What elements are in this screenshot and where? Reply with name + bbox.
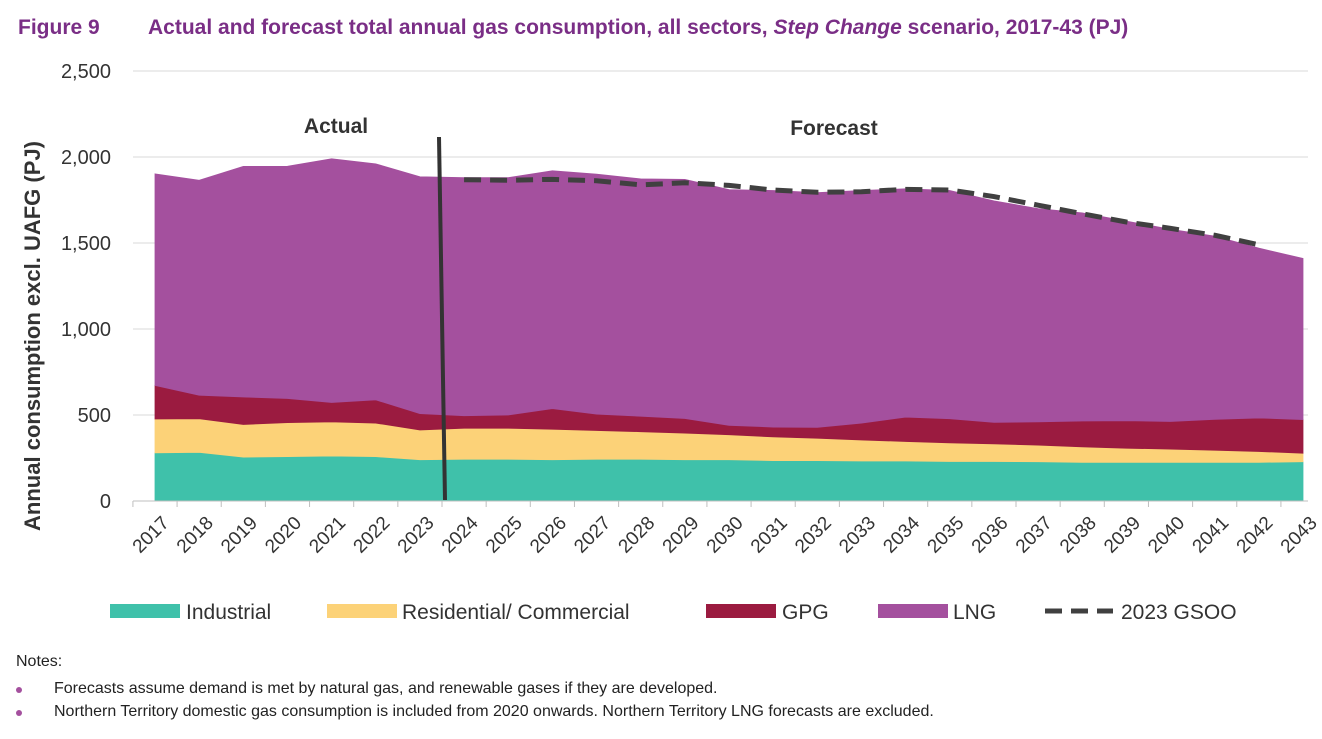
x-tick-label: 2025 xyxy=(482,513,527,558)
y-tick-label: 1,000 xyxy=(61,319,111,341)
area-lng xyxy=(154,158,1304,428)
legend-swatch xyxy=(110,604,180,618)
figure-header: Figure 9 Actual and forecast total annual… xyxy=(18,16,1128,40)
x-tick-label: 2023 xyxy=(394,513,439,558)
legend-label: Industrial xyxy=(186,601,271,624)
x-tick-label: 2017 xyxy=(129,513,174,558)
x-tick-label: 2040 xyxy=(1144,513,1189,558)
y-tick-label: 0 xyxy=(100,491,111,513)
x-tick-label: 2041 xyxy=(1189,513,1234,558)
actual-label: Actual xyxy=(304,115,368,138)
legend-swatch xyxy=(878,604,948,618)
note-item: Forecasts assume demand is met by natura… xyxy=(16,679,934,699)
x-tick-label: 2039 xyxy=(1100,513,1145,558)
x-tick-label: 2042 xyxy=(1233,513,1278,558)
y-tick-label: 2,000 xyxy=(61,147,111,169)
x-tick-label: 2036 xyxy=(968,513,1013,558)
x-tick-label: 2024 xyxy=(438,512,483,557)
x-tick-label: 2020 xyxy=(261,513,306,558)
x-tick-label: 2028 xyxy=(615,513,660,558)
actual-forecast-divider xyxy=(437,136,447,501)
figure-title-part1: Actual and forecast total annual gas con… xyxy=(148,16,774,39)
figure-title-part2: scenario, 2017-43 (PJ) xyxy=(901,16,1129,39)
notes-section: Notes: Forecasts assume demand is met by… xyxy=(16,653,934,725)
x-tick-label: 2035 xyxy=(924,513,969,558)
y-tick-label: 2,500 xyxy=(61,61,111,83)
notes-title: Notes: xyxy=(16,653,63,670)
legend-label: Residential/ Commercial xyxy=(402,601,630,624)
x-tick-label: 2029 xyxy=(659,513,704,558)
x-tick-label: 2034 xyxy=(879,512,924,557)
x-tick-label: 2018 xyxy=(173,513,218,558)
figure-title: Actual and forecast total annual gas con… xyxy=(148,16,1128,39)
x-tick-label: 2027 xyxy=(570,513,615,558)
x-tick-label: 2031 xyxy=(747,513,792,558)
gsoo-dashed-line xyxy=(464,176,1260,248)
x-tick-label: 2026 xyxy=(526,513,571,558)
legend-label: LNG xyxy=(953,601,996,624)
figure-title-italic: Step Change xyxy=(773,16,902,39)
legend-swatch xyxy=(327,604,397,618)
x-tick-label: 2032 xyxy=(791,513,836,558)
bullet-icon xyxy=(16,710,22,716)
notes-list: Forecasts assume demand is met by natura… xyxy=(16,679,934,722)
note-item: Northern Territory domestic gas consumpt… xyxy=(16,702,934,722)
x-tick-label: 2043 xyxy=(1277,513,1322,558)
x-tick-label: 2021 xyxy=(305,513,350,558)
figure-number: Figure 9 xyxy=(18,16,100,39)
note-text: Northern Territory domestic gas consumpt… xyxy=(54,703,934,720)
bullet-icon xyxy=(16,687,22,693)
forecast-label: Forecast xyxy=(790,117,878,140)
x-tick-label: 2038 xyxy=(1056,513,1101,558)
note-text: Forecasts assume demand is met by natura… xyxy=(54,680,718,697)
x-tick-label: 2037 xyxy=(1012,513,1057,558)
y-axis-label: Annual consumption excl. UAFG (PJ) xyxy=(20,141,45,531)
legend-label: 2023 GSOO xyxy=(1121,601,1237,624)
x-tick-label: 2019 xyxy=(217,513,262,558)
x-tick-label: 2033 xyxy=(835,513,880,558)
y-tick-label: 500 xyxy=(78,405,111,427)
legend-swatch xyxy=(706,604,776,618)
legend-label: GPG xyxy=(782,601,829,624)
x-tick-label: 2022 xyxy=(350,513,395,558)
x-tick-label: 2030 xyxy=(703,513,748,558)
gas-consumption-chart: 0 500 1,000 1,500 2,000 2,500 2017 2018 2019 2020… xyxy=(20,61,1322,624)
y-tick-label: 1,500 xyxy=(61,233,111,255)
